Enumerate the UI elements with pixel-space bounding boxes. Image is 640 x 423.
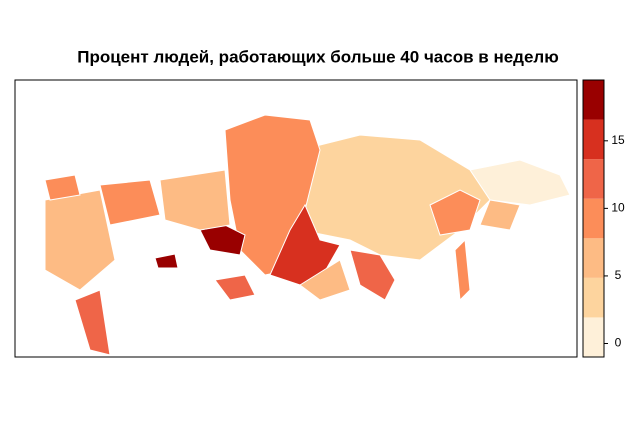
region: [214, 274, 256, 301]
colorbar-tick-label: 5: [615, 268, 622, 282]
colorbar-swatch: [583, 238, 604, 278]
colorbar-swatch: [583, 119, 604, 160]
region: [74, 289, 111, 356]
colorbar-swatch: [583, 317, 604, 357]
region: [299, 259, 351, 301]
region: [349, 249, 396, 301]
colorbar-swatch: [583, 198, 604, 239]
colorbar-swatch: [583, 159, 604, 199]
colorbar-swatch: [583, 277, 604, 318]
region: [159, 169, 231, 231]
region: [429, 189, 481, 236]
colorbar-tick-label: 0: [615, 336, 622, 350]
region: [44, 174, 81, 201]
colorbar-frame: [582, 79, 605, 358]
region: [479, 199, 521, 231]
region: [44, 189, 116, 291]
colorbar-tick-label: 10: [611, 201, 625, 215]
region: [154, 253, 179, 269]
chart-title: Процент людей, работающих больше 40 часо…: [77, 47, 559, 66]
region: [454, 238, 471, 302]
colorbar-swatch: [583, 80, 604, 120]
region: [99, 179, 161, 226]
colorbar-tick-label: 15: [611, 133, 625, 147]
